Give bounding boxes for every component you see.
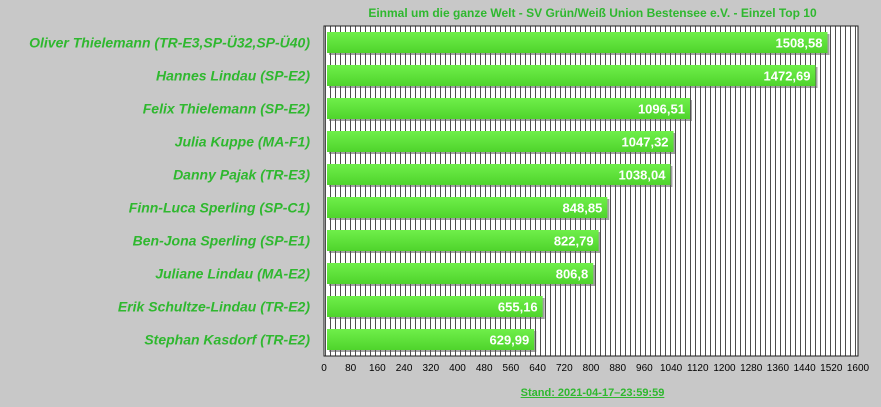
x-tick-label: 320 [422,363,439,374]
category-label: Finn-Luca Sperling (SP-C1) [129,200,311,216]
category-label: Oliver Thielemann (TR-E3,SP-Ü32,SP-Ü40) [29,35,310,51]
x-tick-label: 1040 [660,363,683,374]
category-label: Danny Pajak (TR-E3) [173,167,310,183]
bar-value-label: 655,16 [498,300,538,315]
x-tick-label: 240 [396,363,413,374]
bar [327,329,535,350]
x-tick-label: 1280 [740,363,763,374]
category-label: Stephan Kasdorf (TR-E2) [144,332,310,348]
category-label: Hannes Lindau (SP-E2) [156,68,310,84]
category-label: Ben-Jona Sperling (SP-E1) [133,233,311,249]
x-tick-label: 0 [321,363,327,374]
bar [327,296,543,317]
x-tick-label: 160 [369,363,386,374]
x-tick-label: 480 [476,363,493,374]
bar [327,98,690,119]
x-tick-label: 1520 [820,363,843,374]
category-label: Juliane Lindau (MA-E2) [155,266,310,282]
x-tick-label: 560 [503,363,520,374]
bar-value-label: 629,99 [489,333,529,348]
x-tick-label: 1600 [847,363,870,374]
bar-value-label: 806,8 [556,267,589,282]
x-tick-label: 80 [345,363,357,374]
bar [327,263,594,284]
x-tick-label: 800 [583,363,600,374]
x-tick-label: 720 [556,363,573,374]
category-label: Julia Kuppe (MA-F1) [175,134,311,150]
x-tick-label: 880 [609,363,626,374]
bar-value-label: 1472,69 [764,69,811,84]
category-label: Erik Schultze-Lindau (TR-E2) [118,299,310,315]
bar-value-label: 1038,04 [618,168,666,183]
bar [327,32,828,53]
category-label: Felix Thielemann (SP-E2) [143,101,311,117]
bar-value-label: 848,85 [563,201,603,216]
bar-value-label: 822,79 [554,234,594,249]
bar-value-label: 1508,58 [775,36,822,51]
timestamp-footer: Stand: 2021-04-17–23:59:59 [520,387,665,399]
bar-value-label: 1096,51 [638,102,685,117]
chart-title: Einmal um die ganze Welt - SV Grün/Weiß … [368,6,817,20]
x-tick-label: 960 [636,363,653,374]
bar [327,131,674,152]
x-tick-label: 1360 [767,363,790,374]
bar [327,164,671,185]
bar [327,230,599,251]
bar-value-label: 1047,32 [622,135,669,150]
x-tick-label: 640 [529,363,546,374]
x-tick-label: 400 [449,363,466,374]
x-tick-label: 1120 [687,363,709,374]
bar [327,65,816,86]
x-tick-label: 1440 [793,363,816,374]
x-tick-label: 1200 [713,363,736,374]
bar [327,197,608,218]
